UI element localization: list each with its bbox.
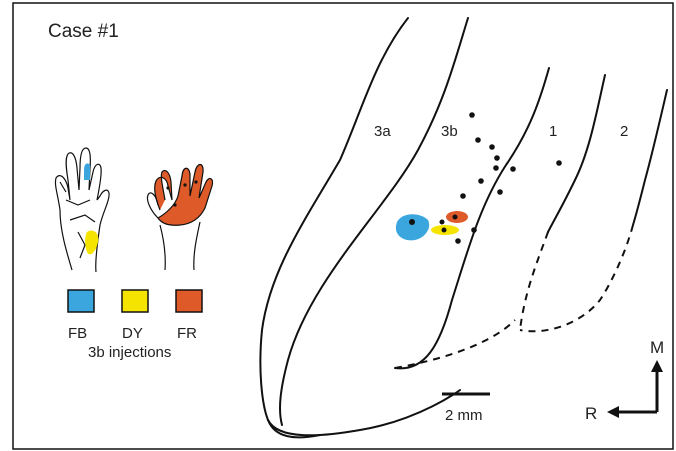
hand-fr-dots	[166, 180, 198, 207]
area-label-3a: 3a	[374, 123, 391, 140]
cell-dot	[455, 238, 461, 244]
figure-frame	[12, 2, 674, 450]
hand-fr-mark	[157, 163, 214, 226]
boundary-1-2	[547, 74, 606, 233]
cell-dot	[471, 227, 477, 233]
hand-fb-mark	[84, 163, 90, 180]
scale-bar-label: 2 mm	[445, 407, 483, 424]
cell-dot	[510, 166, 516, 172]
cell-dot	[489, 144, 495, 150]
hand-dot	[173, 203, 177, 207]
hand-dy-mark	[85, 230, 99, 255]
medial-arrow-head	[651, 360, 663, 372]
cell-dot	[439, 219, 445, 225]
cell-dot	[497, 189, 503, 195]
cell-dot	[493, 165, 499, 171]
area-boundaries	[259, 17, 668, 439]
cell-dot	[556, 160, 562, 166]
cell-dot	[494, 155, 500, 161]
cell-dot	[460, 193, 466, 199]
legend-label-fb: FB	[68, 325, 87, 342]
boundary-3a-outer	[259, 17, 409, 421]
boundary-2-caudal	[632, 89, 668, 226]
legend-label-dy: DY	[122, 325, 143, 342]
fb-injection-site	[395, 214, 430, 241]
legend-label-fr: FR	[177, 325, 197, 342]
hand-dot	[194, 180, 198, 184]
dashed-2	[519, 224, 634, 333]
labeled-cells	[409, 112, 562, 244]
boundary-bottom-left	[267, 389, 461, 437]
cell-dot	[441, 227, 447, 233]
dashed-1	[519, 231, 549, 331]
cell-dot	[478, 178, 484, 184]
hand-icon-palm	[54, 147, 110, 273]
hand-dot	[166, 186, 170, 190]
legend-swatch-fb	[67, 289, 95, 313]
case-title: Case #1	[48, 21, 119, 42]
dashed-boundaries	[394, 224, 634, 369]
rostral-arrow-head	[607, 406, 619, 418]
cell-dot	[475, 137, 481, 143]
hand-outline	[146, 192, 201, 271]
legend-caption: 3b injections	[88, 344, 171, 361]
legend-swatch-fr	[175, 289, 203, 313]
hand-dot	[183, 183, 187, 187]
cell-dot	[469, 112, 475, 118]
area-label-2: 2	[620, 123, 628, 140]
boundary-3a-3b	[279, 17, 469, 426]
cell-dot	[409, 219, 415, 225]
rostral-label: R	[585, 404, 597, 423]
orientation-compass: M R	[585, 338, 664, 423]
dashed-bottom	[394, 319, 516, 369]
area-label-3b: 3b	[441, 123, 458, 140]
legend-swatch-dy	[121, 289, 149, 313]
hand-fr-finger	[154, 169, 173, 211]
boundary-bottom-tip	[267, 419, 321, 439]
cell-dot	[452, 214, 458, 220]
hand-icon-dorsal	[146, 163, 214, 271]
area-label-1: 1	[549, 123, 557, 140]
medial-label: M	[650, 338, 664, 357]
